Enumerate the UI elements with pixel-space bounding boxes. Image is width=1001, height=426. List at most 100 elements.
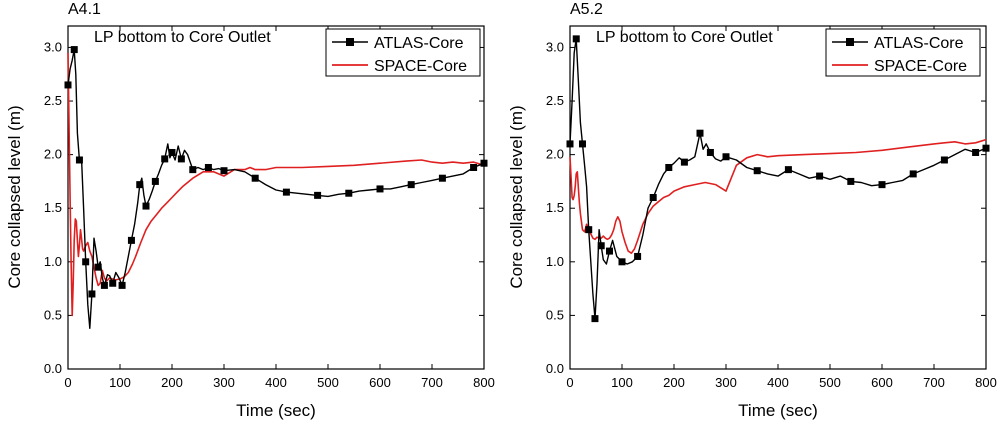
x-axis-title: Time (sec) bbox=[738, 401, 818, 420]
data-point-atlas-core bbox=[88, 290, 96, 298]
data-point-atlas-core bbox=[151, 177, 159, 185]
series-line-space-core bbox=[569, 138, 987, 254]
x-tick-label: 800 bbox=[975, 375, 997, 390]
data-point-atlas-core bbox=[438, 174, 446, 182]
data-point-atlas-core bbox=[127, 236, 135, 244]
data-point-atlas-core bbox=[251, 174, 259, 182]
x-tick-label: 700 bbox=[421, 375, 443, 390]
x-tick-label: 400 bbox=[265, 375, 287, 390]
x-tick-label: 500 bbox=[317, 375, 339, 390]
legend-box bbox=[325, 28, 481, 77]
data-point-atlas-core bbox=[345, 189, 353, 197]
y-tick-label: 3.0 bbox=[546, 39, 564, 54]
data-point-atlas-core bbox=[665, 163, 673, 171]
data-point-atlas-core bbox=[649, 194, 657, 201]
data-point-atlas-core bbox=[314, 191, 322, 199]
data-point-atlas-core bbox=[64, 81, 72, 89]
data-point-atlas-core bbox=[680, 158, 688, 166]
panel-label: A5.2 bbox=[570, 1, 603, 18]
y-tick-label: 2.0 bbox=[44, 147, 62, 162]
x-tick-label: 800 bbox=[473, 375, 495, 390]
data-point-atlas-core bbox=[606, 247, 614, 255]
data-point-atlas-core bbox=[177, 155, 185, 163]
x-tick-label: 300 bbox=[213, 375, 235, 390]
data-point-atlas-core bbox=[161, 155, 169, 163]
data-point-atlas-core bbox=[784, 166, 792, 174]
data-point-atlas-core bbox=[407, 181, 415, 189]
data-point-atlas-core bbox=[847, 177, 855, 185]
data-point-atlas-core bbox=[168, 148, 176, 156]
legend-box bbox=[825, 28, 981, 77]
y-axis-title: Core collapsed level (m) bbox=[5, 105, 24, 288]
x-tick-label: 200 bbox=[663, 375, 685, 390]
y-tick-label: 1.0 bbox=[44, 254, 62, 269]
x-axis-title: Time (sec) bbox=[236, 401, 316, 420]
data-point-atlas-core bbox=[75, 156, 83, 164]
legend-label-space: SPACE-Core bbox=[874, 58, 967, 75]
legend-label-space: SPACE-Core bbox=[374, 58, 467, 75]
data-point-atlas-core bbox=[142, 202, 150, 210]
data-point-atlas-core bbox=[940, 156, 948, 164]
data-point-atlas-core bbox=[634, 252, 642, 260]
plot-frame bbox=[67, 25, 485, 370]
y-tick-label: 3.0 bbox=[44, 39, 62, 54]
data-point-atlas-core bbox=[816, 172, 824, 180]
data-point-atlas-core bbox=[82, 258, 90, 266]
data-point-atlas-core bbox=[480, 159, 488, 167]
data-point-atlas-core bbox=[204, 163, 212, 171]
x-tick-label: 600 bbox=[871, 375, 893, 390]
series-line-space-core bbox=[67, 52, 485, 317]
x-tick-label: 500 bbox=[819, 375, 841, 390]
data-point-atlas-core bbox=[706, 148, 714, 156]
data-point-atlas-core bbox=[572, 35, 580, 43]
legend-marker-atlas bbox=[846, 38, 854, 46]
data-point-atlas-core bbox=[109, 279, 117, 287]
chart-panel-a52: A5.2 0 100 200 300 400 500 600 700 800 0.0 0.5 1.0 1… bbox=[507, 1, 997, 420]
data-point-atlas-core bbox=[591, 315, 599, 323]
x-tick-label: 400 bbox=[767, 375, 789, 390]
data-point-atlas-core bbox=[470, 163, 478, 171]
legend-label-atlas: ATLAS-Core bbox=[874, 35, 964, 52]
y-tick-label: 1.0 bbox=[546, 254, 564, 269]
data-point-atlas-core bbox=[136, 181, 144, 189]
data-point-atlas-core bbox=[100, 281, 108, 289]
data-point-atlas-core bbox=[878, 181, 886, 189]
x-tick-label: 200 bbox=[161, 375, 183, 390]
x-tick-label: 0 bbox=[566, 375, 573, 390]
x-tick-label: 0 bbox=[64, 375, 71, 390]
data-point-atlas-core bbox=[753, 167, 761, 175]
data-point-atlas-core bbox=[220, 167, 228, 175]
data-point-atlas-core bbox=[618, 258, 626, 266]
data-point-atlas-core bbox=[972, 148, 980, 156]
data-point-atlas-core bbox=[585, 226, 593, 234]
legend: ATLAS-Core SPACE-Core bbox=[325, 28, 481, 77]
data-point-atlas-core bbox=[982, 144, 990, 152]
x-tick-label: 100 bbox=[109, 375, 131, 390]
y-tick-label: 0.5 bbox=[546, 307, 564, 322]
tick-group: 0 100 200 300 400 500 600 700 800 0.0 0.5 1.0 1.5 2.0… bbox=[546, 26, 997, 390]
x-tick-label: 100 bbox=[611, 375, 633, 390]
y-tick-label: 1.5 bbox=[44, 200, 62, 215]
plot-frame bbox=[569, 25, 987, 370]
y-axis-title: Core collapsed level (m) bbox=[507, 105, 526, 288]
data-point-atlas-core bbox=[566, 140, 574, 148]
y-tick-label: 0.0 bbox=[44, 361, 62, 376]
data-point-atlas-core bbox=[909, 170, 917, 178]
data-point-atlas-core bbox=[94, 263, 102, 271]
y-tick-label: 0.5 bbox=[44, 307, 62, 322]
legend: ATLAS-Core SPACE-Core bbox=[825, 28, 981, 77]
x-tick-label: 600 bbox=[369, 375, 391, 390]
legend-marker-atlas bbox=[346, 38, 354, 46]
chart-panel-a41: A4.1 0 100 200 300 400 500 600 700 800 0.0 0.5 1.0 1… bbox=[5, 1, 495, 420]
series-layer bbox=[566, 35, 990, 323]
data-point-atlas-core bbox=[118, 281, 126, 289]
x-tick-label: 700 bbox=[923, 375, 945, 390]
data-point-atlas-core bbox=[578, 140, 586, 148]
data-point-atlas-core bbox=[722, 153, 730, 161]
data-point-atlas-core bbox=[696, 129, 704, 137]
y-tick-label: 2.5 bbox=[44, 93, 62, 108]
series-layer bbox=[64, 46, 488, 329]
data-point-atlas-core bbox=[376, 185, 384, 193]
y-tick-label: 1.5 bbox=[546, 200, 564, 215]
